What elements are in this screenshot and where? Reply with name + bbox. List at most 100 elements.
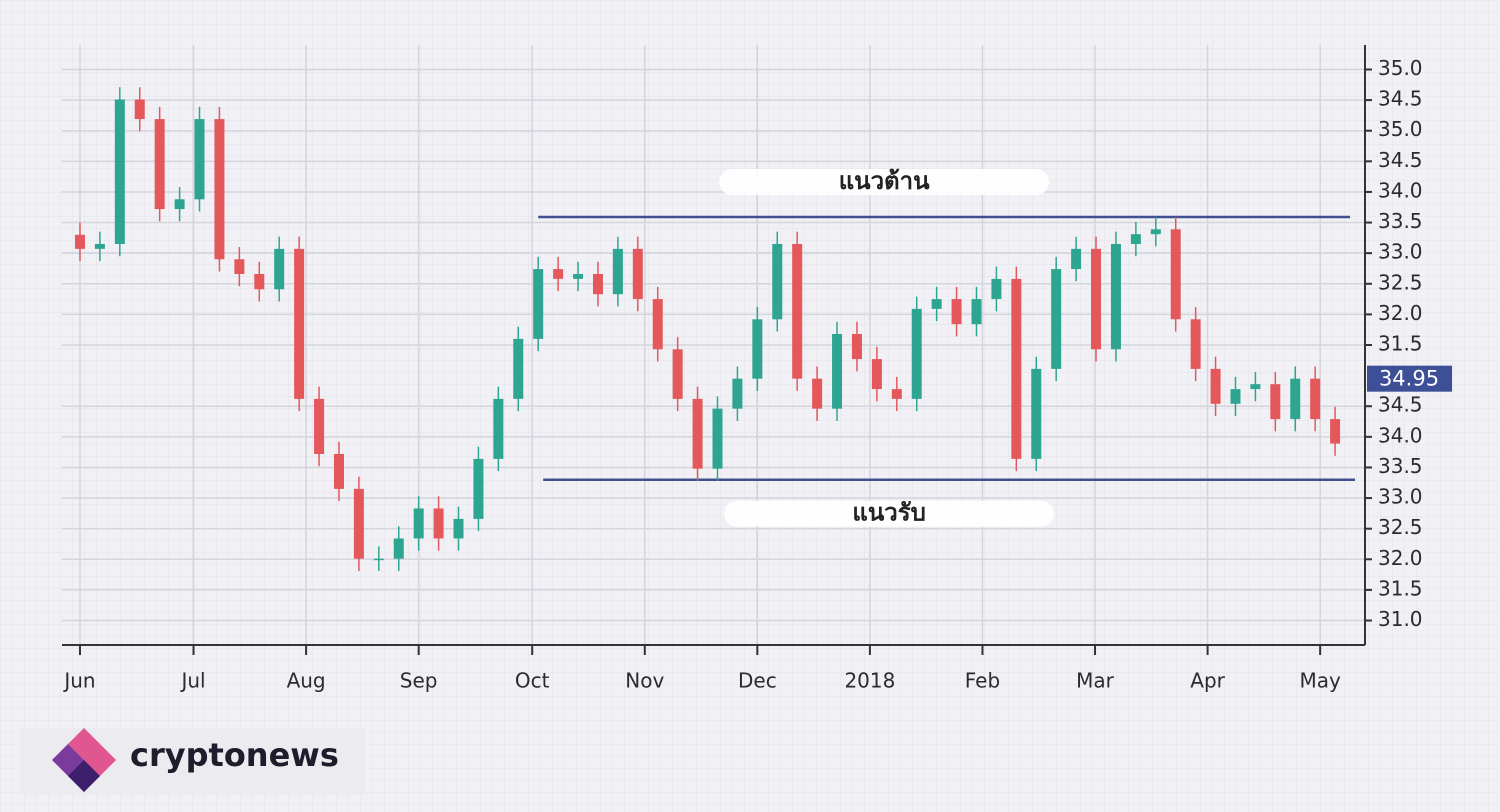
candle-body — [274, 248, 285, 290]
price-tag-label: 34.95 — [1379, 367, 1439, 391]
candle-body — [652, 299, 663, 350]
x-tick-label: Aug — [287, 669, 326, 693]
candle-body — [573, 273, 584, 279]
candle-body — [194, 119, 205, 200]
x-tick-label: Apr — [1190, 669, 1225, 693]
candle-body — [632, 248, 643, 300]
candle-body — [871, 359, 882, 390]
y-tick-label: 33.5 — [1378, 209, 1423, 233]
y-tick-label: 35.0 — [1378, 117, 1423, 141]
candle-body — [592, 273, 603, 295]
candle-body — [891, 389, 902, 399]
candle-body — [1310, 378, 1321, 420]
candle-body — [752, 319, 763, 379]
candle-body — [991, 278, 1002, 300]
logo-shape — [68, 728, 116, 776]
candle-body — [294, 248, 305, 399]
y-tick-label: 34.5 — [1378, 148, 1423, 172]
candle-body — [254, 273, 265, 290]
candle-body — [1210, 368, 1221, 404]
x-tick-label: 2018 — [844, 669, 895, 693]
x-tick-label: Sep — [400, 669, 438, 693]
candle-body — [94, 243, 105, 249]
axis-labels: 35.0 34.5 35.0 34.5 34.0 33.5 33.0 32.5 32.0 31.5… — [62, 56, 1452, 693]
y-tick-label: 32.0 — [1378, 301, 1423, 325]
candle-body — [1071, 248, 1082, 270]
candle-body — [1330, 419, 1341, 444]
candle-body — [1051, 269, 1062, 369]
x-tick-label: Dec — [738, 669, 777, 693]
y-tick-label: 34.0 — [1378, 423, 1423, 447]
candle-body — [812, 378, 823, 409]
candle-body — [314, 398, 325, 454]
candle-body — [1130, 234, 1141, 244]
y-tick-label: 31.0 — [1378, 607, 1423, 631]
candle-body — [911, 308, 922, 399]
x-tick-label: Nov — [625, 669, 664, 693]
x-tick-label: Jul — [179, 669, 205, 693]
candle-body — [1110, 243, 1121, 350]
candle-body — [1250, 384, 1261, 390]
candle-body — [1290, 378, 1301, 420]
y-tick-label: 32.5 — [1378, 270, 1423, 294]
candle-body — [473, 458, 484, 519]
y-tick-label: 33.5 — [1378, 454, 1423, 478]
candle-body — [74, 234, 85, 249]
candle-body — [1170, 229, 1181, 320]
candle-body — [1270, 384, 1281, 420]
candle-body — [951, 299, 962, 325]
brand: cryptonews — [130, 736, 339, 774]
candle-body — [373, 558, 384, 561]
candle-body — [1230, 389, 1241, 404]
candle-body — [672, 349, 683, 399]
x-tick-label: Mar — [1076, 669, 1115, 693]
logo-shape — [68, 760, 100, 792]
candle-body — [134, 99, 145, 120]
candle-body — [732, 378, 743, 409]
x-tick-label: Jun — [62, 669, 95, 693]
candle-body — [772, 243, 783, 320]
candle-body — [393, 538, 404, 559]
candle-body — [433, 508, 444, 539]
candle-body — [493, 398, 504, 459]
candle-body — [214, 119, 225, 260]
y-tick-label: 31.5 — [1378, 332, 1423, 356]
candle-body — [612, 248, 623, 295]
candle-body — [1011, 278, 1022, 459]
x-tick-label: Feb — [965, 669, 1000, 693]
x-tick-label: May — [1299, 669, 1341, 693]
y-tick-label: 35.0 — [1378, 56, 1423, 80]
level-label: แนวต้าน — [839, 167, 930, 195]
candle-body — [333, 453, 344, 489]
logo: cryptonews — [20, 728, 365, 795]
candles — [74, 87, 1341, 571]
y-tick-label: 33.0 — [1378, 485, 1423, 509]
candle-body — [712, 408, 723, 469]
candle-body — [533, 269, 544, 339]
candle-body — [413, 508, 424, 539]
candle-body — [234, 259, 245, 274]
candle-body — [154, 119, 165, 210]
candle-body — [174, 199, 185, 210]
candle-body — [692, 398, 703, 469]
candle-body — [1031, 368, 1042, 459]
candle-body — [851, 333, 862, 360]
candle-body — [931, 299, 942, 309]
y-tick-label: 32.0 — [1378, 546, 1423, 570]
y-tick-label: 34.5 — [1378, 87, 1423, 111]
y-tick-label: 34.0 — [1378, 178, 1423, 202]
y-tick-label: 32.5 — [1378, 515, 1423, 539]
price-tag — [1367, 365, 1452, 392]
candle-body — [453, 518, 464, 539]
label-pill — [724, 500, 1055, 527]
y-tick-label: 31.5 — [1378, 576, 1423, 600]
y-tick-label: 33.0 — [1378, 240, 1423, 264]
candle-body — [792, 243, 803, 379]
candle-body — [832, 333, 843, 409]
candle-body — [1190, 319, 1201, 369]
candle-body — [1150, 229, 1161, 235]
label-pill — [719, 169, 1050, 196]
candle-body — [513, 338, 524, 399]
